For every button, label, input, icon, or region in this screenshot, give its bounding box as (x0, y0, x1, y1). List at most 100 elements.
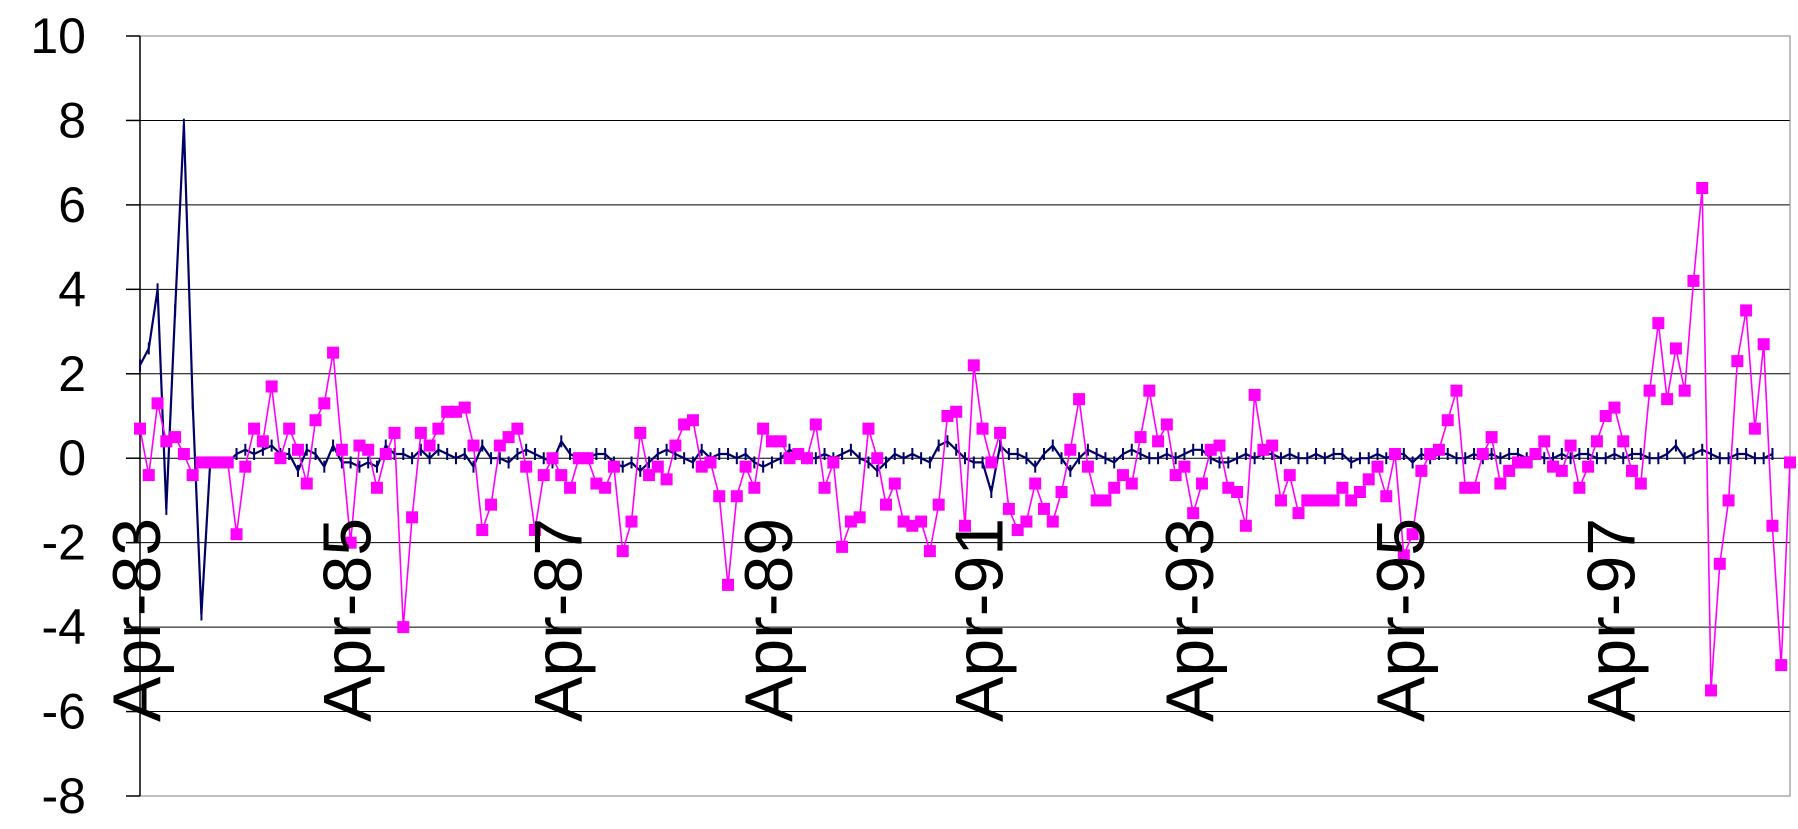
data-point (1415, 464, 1428, 477)
data-point (230, 528, 243, 541)
data-point (607, 460, 620, 473)
data-point (318, 397, 331, 410)
data-point (634, 426, 647, 439)
data-point (265, 380, 278, 393)
data-point (256, 435, 269, 448)
data-point (1494, 477, 1507, 490)
data-point (651, 460, 664, 473)
data-point (379, 448, 392, 460)
data-point (599, 481, 612, 494)
y-tick-label: -4 (42, 599, 86, 655)
data-point (1020, 515, 1033, 528)
series-2 (134, 182, 1796, 697)
data-point (555, 469, 568, 482)
data-point (1283, 469, 1296, 482)
data-point (546, 452, 559, 465)
data-point (967, 359, 980, 372)
data-point (291, 443, 304, 456)
data-point (1722, 494, 1735, 507)
x-tick-label: Apr-91 (942, 518, 1018, 722)
x-tick-label: Apr-83 (99, 518, 175, 722)
y-tick-label: -8 (42, 768, 86, 824)
data-point (406, 511, 419, 524)
data-point (388, 426, 401, 439)
data-point (432, 422, 445, 435)
data-point (1037, 502, 1050, 515)
data-point (1029, 477, 1042, 490)
data-point (1099, 494, 1112, 507)
data-point (1713, 557, 1726, 570)
data-point (713, 490, 726, 503)
data-point (335, 443, 348, 456)
x-tick-label: Apr-93 (1152, 518, 1228, 722)
data-point (274, 452, 287, 465)
series-layer (134, 118, 1796, 697)
data-point (1178, 460, 1191, 473)
data-point (520, 460, 533, 473)
data-point (476, 524, 489, 536)
data-point (169, 431, 182, 444)
data-point (932, 498, 945, 511)
x-tick-label: Apr-85 (310, 518, 386, 722)
data-point (1529, 448, 1542, 460)
data-point (801, 452, 814, 465)
data-point (1380, 490, 1393, 503)
data-point (151, 397, 164, 410)
data-point (1757, 338, 1770, 351)
data-point (1687, 274, 1700, 287)
data-point (1626, 464, 1639, 477)
data-point (1608, 401, 1621, 414)
data-point (1634, 477, 1647, 490)
data-point (1046, 515, 1059, 528)
data-point (362, 443, 375, 456)
data-point (722, 578, 735, 591)
data-point (1371, 460, 1384, 473)
data-point (414, 426, 427, 439)
data-point (748, 481, 761, 494)
data-point (581, 452, 594, 465)
data-point (730, 490, 743, 503)
data-point (1353, 486, 1366, 498)
data-point (1731, 355, 1744, 368)
data-point (370, 481, 383, 494)
data-point (862, 422, 875, 435)
data-point (1564, 439, 1577, 452)
data-point (1441, 414, 1454, 427)
data-point (344, 536, 357, 549)
data-point (1362, 473, 1375, 486)
data-point (1652, 317, 1665, 330)
data-point (669, 439, 682, 452)
data-point (923, 545, 936, 558)
data-point (739, 460, 752, 473)
data-point (959, 519, 971, 532)
data-point (1389, 448, 1402, 460)
data-point (836, 540, 849, 553)
data-point (915, 515, 928, 528)
y-tick-label: 2 (58, 346, 86, 402)
data-point (423, 439, 436, 452)
data-point (1485, 431, 1498, 444)
data-point (625, 515, 638, 528)
data-point (1073, 393, 1086, 406)
data-point (309, 414, 322, 427)
data-point (1705, 684, 1718, 697)
data-point (818, 481, 831, 494)
data-point (1406, 528, 1419, 541)
data-point (248, 422, 261, 435)
data-point (1055, 486, 1068, 498)
data-point (757, 422, 770, 435)
data-point (1002, 502, 1015, 515)
data-point (1555, 464, 1568, 477)
data-point (1195, 477, 1208, 490)
data-point (142, 469, 155, 482)
y-axis-ticks: 10 8 6 4 2 0 -2 -4 -6 -8 (30, 8, 140, 824)
data-point (467, 439, 480, 452)
data-point (1643, 384, 1656, 397)
data-point (888, 477, 901, 490)
data-point (1327, 494, 1340, 507)
data-point (1476, 448, 1489, 460)
x-tick-label: Apr-87 (520, 518, 596, 722)
data-point (177, 448, 190, 460)
data-point (871, 452, 884, 465)
